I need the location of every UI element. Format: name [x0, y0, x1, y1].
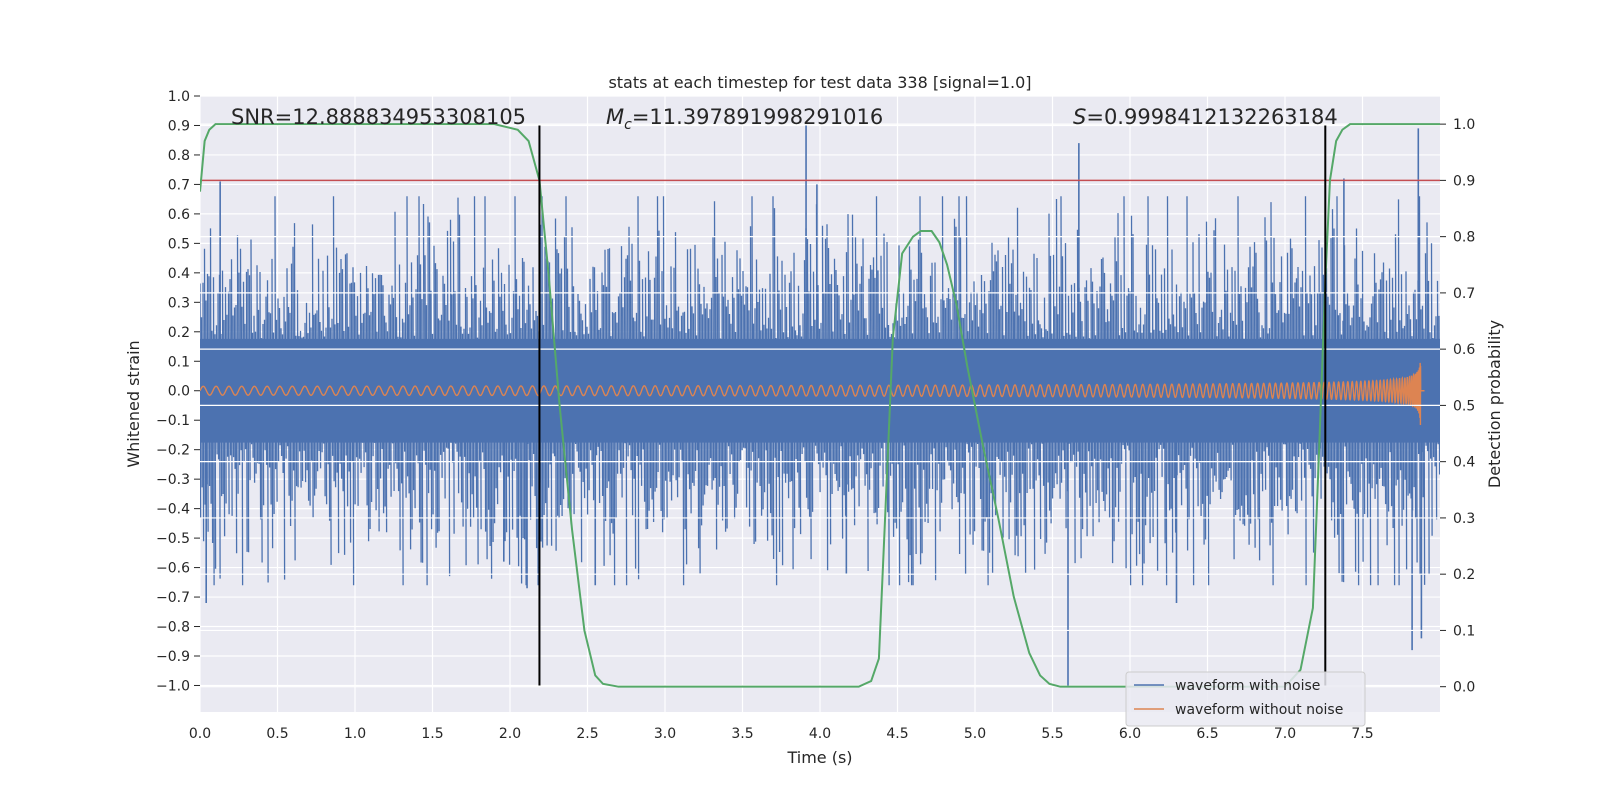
legend: waveform with noise waveform without noi… — [1125, 671, 1366, 727]
clean-waveform-line — [200, 362, 1425, 425]
y-tick-label: −0.6 — [156, 561, 190, 577]
y-tick-label: −1.0 — [156, 678, 190, 694]
y-tick-label: −0.4 — [156, 502, 190, 518]
right-axis-label: Detection probability — [1485, 320, 1504, 488]
x-tick-label: 0.0 — [189, 726, 211, 742]
x-tick-label: 3.0 — [654, 726, 676, 742]
y-tick-label: −0.5 — [156, 531, 190, 547]
legend-label-clean: waveform without noise — [1175, 702, 1343, 718]
right-tick-label: 0.2 — [1453, 567, 1475, 583]
x-tick-label: 2.0 — [499, 726, 521, 742]
y-tick-label: 1.0 — [168, 89, 190, 105]
chart-title: stats at each timestep for test data 338… — [608, 73, 1031, 92]
y-tick-label: 0.2 — [168, 325, 190, 341]
y-tick-label: −0.9 — [156, 649, 190, 665]
right-tick-label: 0.0 — [1453, 680, 1475, 696]
y-tick-label: 0.5 — [168, 236, 190, 252]
right-tick-label: 0.6 — [1453, 342, 1475, 358]
legend-label-noise: waveform with noise — [1175, 678, 1320, 694]
y-tick-label: 0.9 — [168, 118, 190, 134]
detection-probability-line — [200, 123, 1440, 688]
x-tick-label: 1.5 — [421, 726, 443, 742]
y-tick-label: −0.1 — [156, 413, 190, 429]
x-tick-label: 1.0 — [344, 726, 366, 742]
data-layer — [200, 125, 1440, 686]
y-tick-label: 0.6 — [168, 207, 190, 223]
right-tick-label: 0.8 — [1453, 230, 1475, 246]
y-tick-label: −0.8 — [156, 620, 190, 636]
y-tick-label: 0.7 — [168, 177, 190, 193]
x-tick-label: 7.5 — [1351, 726, 1373, 742]
right-tick-label: 1.0 — [1453, 117, 1475, 133]
y-tick-label: −0.7 — [156, 590, 190, 606]
y-tick-label: 0.0 — [168, 384, 190, 400]
right-tick-label: 0.1 — [1453, 623, 1475, 639]
x-tick-label: 4.5 — [886, 726, 908, 742]
x-tick-label: 7.0 — [1274, 726, 1296, 742]
y-tick-label: −0.2 — [156, 443, 190, 459]
right-axis-gridlines — [200, 123, 1440, 688]
right-tick-label: 0.9 — [1453, 173, 1475, 189]
x-tick-label: 0.5 — [266, 726, 288, 742]
noise-waveform-core — [200, 338, 1440, 443]
right-tick-label: 0.7 — [1453, 286, 1475, 302]
y-axis-label: Whitened strain — [124, 340, 143, 467]
x-tick-label: 4.0 — [809, 726, 831, 742]
x-tick-label: 2.5 — [576, 726, 598, 742]
x-tick-label: 5.5 — [1041, 726, 1063, 742]
y-axis-ticks: 1.0 0.9 0.8 0.7 0.6 0.5 0.4 0.3 0.2 0.1 0.0 −0.1 −0.… — [156, 89, 200, 694]
y-tick-label: 0.3 — [168, 295, 190, 311]
snr-annotation: SNR=12.888834953308105 — [231, 105, 526, 129]
right-axis-ticks: 1.0 0.9 0.8 0.7 0.6 0.5 0.4 0.3 0.2 0.1 0.0 — [1440, 117, 1475, 696]
x-tick-label: 6.5 — [1196, 726, 1218, 742]
y-tick-label: −0.3 — [156, 472, 190, 488]
x-axis-ticks: 0.0 0.5 1.0 1.5 2.0 2.5 3.0 3.5 4.0 4.5 5.0 5.5 6.0 6… — [189, 726, 1374, 742]
x-axis-label: Time (s) — [786, 748, 852, 767]
x-tick-label: 5.0 — [964, 726, 986, 742]
right-tick-label: 0.3 — [1453, 511, 1475, 527]
y-tick-label: 0.8 — [168, 148, 190, 164]
x-tick-label: 3.5 — [731, 726, 753, 742]
chirp-mass-annotation: Mc=11.397891998291016 — [606, 105, 883, 133]
legend-box — [1125, 671, 1366, 727]
y-tick-label: 0.4 — [168, 266, 190, 282]
right-tick-label: 0.4 — [1453, 455, 1475, 471]
overlay-layer — [200, 123, 1440, 688]
score-annotation: S=0.9998412132263184 — [1073, 105, 1338, 129]
y-tick-label: 0.1 — [168, 354, 190, 370]
right-tick-label: 0.5 — [1453, 398, 1475, 414]
x-tick-label: 6.0 — [1119, 726, 1141, 742]
